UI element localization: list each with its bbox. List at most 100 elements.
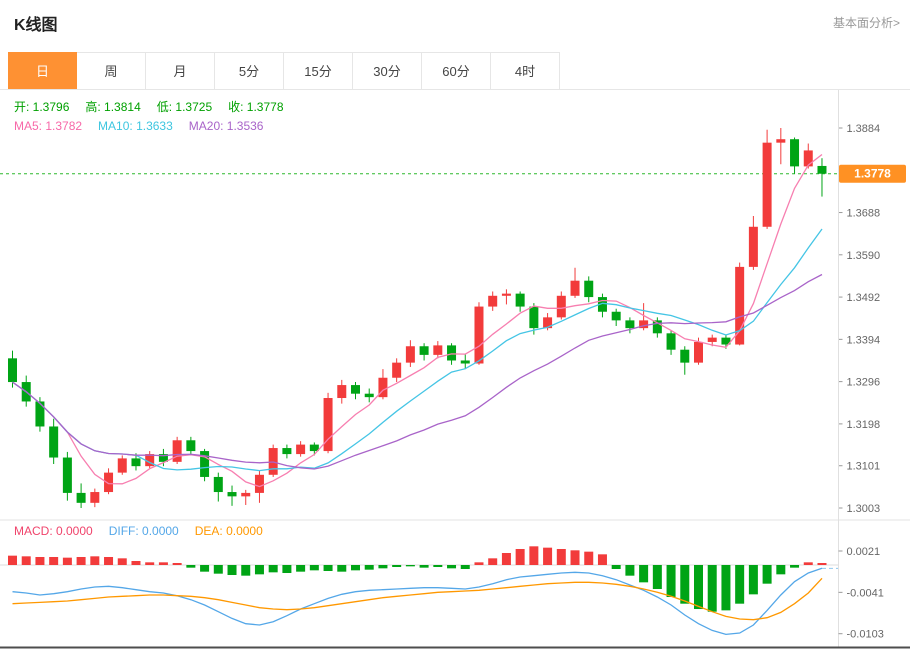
macd-bar — [529, 546, 539, 565]
macd-bar — [158, 562, 168, 565]
macd-bar — [694, 565, 703, 610]
macd-bar — [337, 565, 347, 572]
macd-bar — [145, 562, 155, 565]
macd-bar — [200, 565, 210, 572]
macd-axis-label: -0.0103 — [847, 629, 884, 641]
ohlc-close-value: 收: 1.3778 — [228, 100, 284, 114]
candle-up — [735, 266, 745, 345]
candle-up — [570, 280, 580, 296]
macd-bar — [488, 558, 498, 565]
y-axis-label: 1.3296 — [847, 377, 881, 389]
ma20-line — [12, 273, 823, 470]
candle-up — [474, 306, 484, 364]
page-title: K线图 — [14, 17, 58, 34]
macd-bar — [35, 556, 45, 565]
candle-up — [90, 492, 100, 503]
current-price-tag — [839, 164, 906, 183]
candle-up — [145, 454, 155, 467]
candle-up — [405, 346, 415, 363]
macd-bar — [515, 548, 525, 565]
candle-up — [323, 398, 333, 452]
tab-15min[interactable]: 15分 — [284, 52, 353, 89]
ma-ma5-value: MA5: 1.3782 — [14, 119, 83, 133]
macd-bar — [639, 565, 649, 583]
candle-up — [748, 226, 758, 267]
macd-bar — [241, 565, 251, 576]
macd-bar — [611, 565, 621, 570]
candle-up — [378, 377, 388, 398]
candle-down — [790, 139, 800, 167]
kline-chart[interactable]: 1.38841.37861.36881.35901.34921.33941.32… — [0, 90, 910, 650]
macd-bar — [543, 547, 553, 565]
candle-up — [254, 474, 264, 493]
candle-down — [680, 349, 690, 363]
tab-30min[interactable]: 30分 — [353, 52, 422, 89]
macd-bar — [433, 565, 443, 568]
candle-up — [117, 458, 127, 473]
macd-bar — [351, 565, 360, 571]
macd-bar — [652, 565, 662, 590]
tab-week[interactable]: 周 — [77, 52, 146, 89]
candle-down — [515, 293, 525, 307]
macd-bar — [556, 548, 566, 565]
tab-60min[interactable]: 60分 — [422, 52, 491, 89]
y-axis-label: 1.3884 — [847, 123, 881, 135]
macd-bar — [309, 565, 319, 571]
macd-bar — [762, 565, 772, 584]
tab-day[interactable]: 日 — [8, 52, 77, 89]
macd-bar — [8, 555, 17, 565]
macd-bar — [49, 556, 59, 565]
current-price-tag-value: 1.3778 — [854, 167, 891, 181]
macd-bar — [501, 552, 511, 565]
candle-up — [337, 385, 347, 399]
candle-down — [529, 306, 539, 329]
candle-up — [488, 295, 498, 307]
y-axis-label: 1.3101 — [847, 461, 881, 473]
y-axis-label: 1.3394 — [847, 334, 881, 346]
candle-down — [186, 440, 196, 452]
candle-up — [694, 341, 703, 363]
candle-up — [433, 345, 443, 355]
candle-down — [625, 320, 635, 329]
ohlc-high-value: 高: 1.3814 — [85, 100, 141, 114]
candle-up — [392, 362, 402, 378]
candle-down — [35, 401, 45, 427]
candle-up — [776, 139, 786, 143]
ma-ma20-value: MA20: 1.3536 — [188, 119, 264, 133]
candle-down — [419, 346, 429, 355]
macd-bar — [748, 565, 758, 595]
macd-bar — [776, 565, 786, 575]
macd-bar — [254, 565, 264, 575]
macd-macd-value: MACD: 0.0000 — [14, 524, 93, 538]
macd-legend: MACD: 0.0000 DIFF: 0.0000 DEA: 0.0000 — [14, 524, 279, 538]
candle-down — [227, 492, 237, 497]
ma5-line — [12, 153, 823, 488]
diff-line — [12, 567, 823, 636]
macd-bar — [117, 558, 127, 565]
tab-month[interactable]: 月 — [146, 52, 215, 89]
candle-up — [556, 295, 566, 318]
macd-bar — [90, 556, 100, 565]
macd-bar — [392, 565, 402, 568]
candle-down — [158, 454, 168, 462]
y-axis-label: 1.3198 — [847, 419, 881, 431]
y-axis-label: 1.3590 — [847, 250, 881, 262]
macd-bar — [735, 565, 745, 604]
tab-4h[interactable]: 4时 — [491, 52, 560, 89]
candle-up — [762, 142, 772, 227]
candle-down — [282, 448, 292, 455]
macd-bar — [790, 565, 800, 568]
candle-down — [597, 297, 607, 312]
macd-bar — [227, 565, 237, 576]
macd-bar — [817, 562, 827, 565]
fundamental-analysis-link[interactable]: 基本面分析> — [832, 16, 900, 30]
macd-dea-value: DEA: 0.0000 — [194, 524, 263, 538]
tab-5min[interactable]: 5分 — [215, 52, 284, 89]
candle-down — [721, 337, 731, 345]
candle-down — [62, 457, 72, 493]
dea-line — [12, 577, 823, 621]
candle-up — [543, 317, 553, 329]
candle-down — [309, 444, 319, 452]
candle-up — [803, 150, 813, 167]
candle-down — [131, 458, 141, 467]
